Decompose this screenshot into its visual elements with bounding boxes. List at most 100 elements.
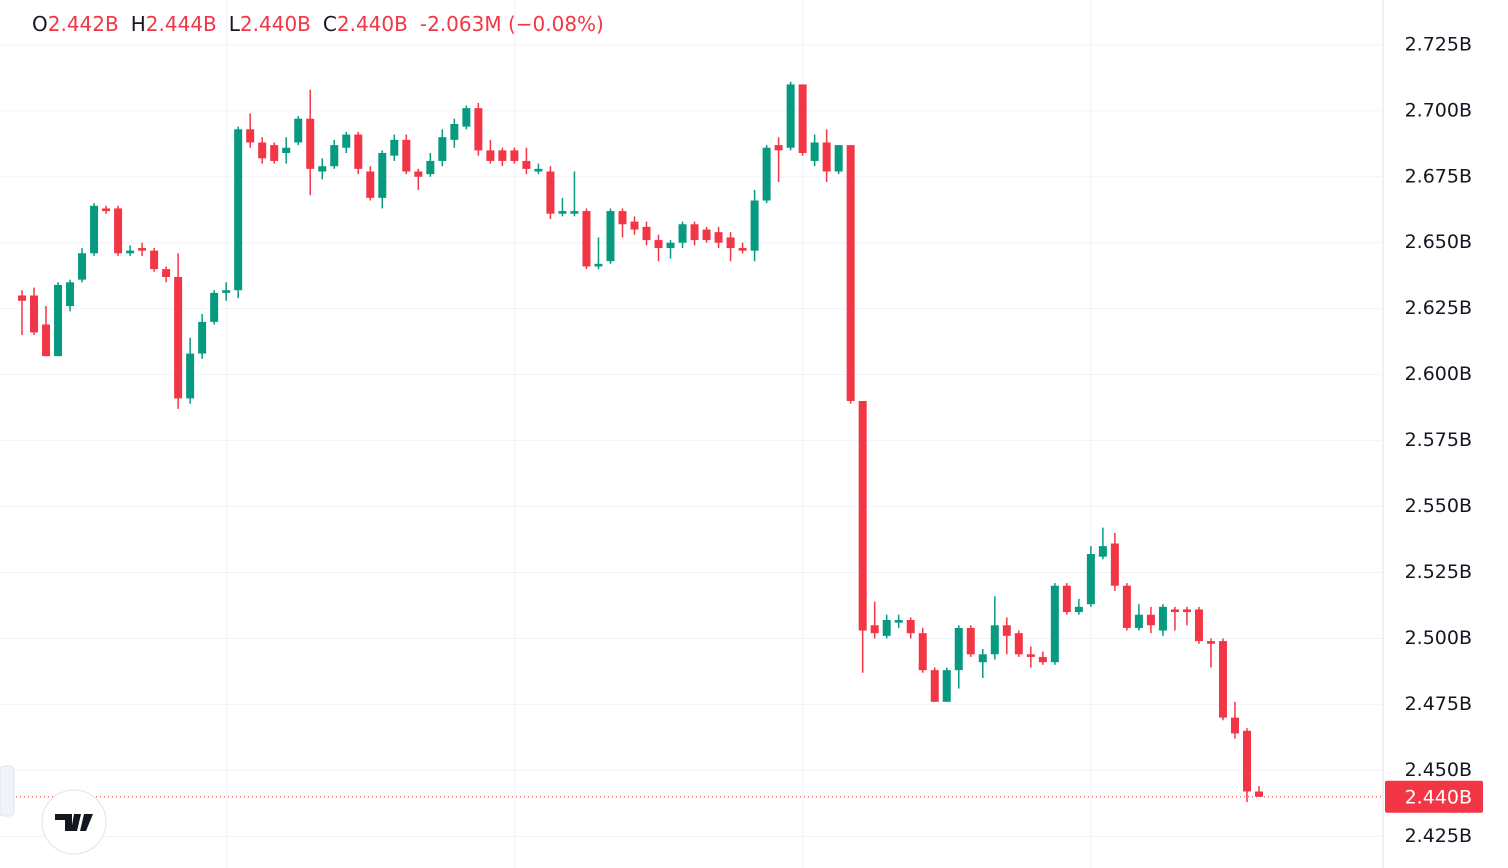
candle-body	[102, 208, 111, 212]
ohlc-legend: O2.442B H2.444B L2.440B C2.440B -2.063M (−0.…	[32, 12, 604, 36]
candle-body	[786, 84, 795, 148]
candle-body	[702, 229, 711, 241]
candle-body	[366, 171, 375, 198]
legend-value: 2.440B	[336, 12, 408, 36]
candle-body	[126, 250, 135, 254]
candle-body	[630, 221, 639, 230]
candle-body	[210, 292, 219, 322]
candle-body	[1158, 606, 1167, 631]
y-tick-label: 2.450B	[1405, 759, 1472, 781]
legend-key: C	[322, 12, 337, 36]
candle-body	[1098, 546, 1107, 557]
candle-body	[1002, 625, 1011, 636]
candle-body	[246, 129, 255, 143]
candle-body	[882, 620, 891, 636]
candle-body	[942, 670, 951, 702]
candle-body	[1242, 730, 1251, 792]
candle-body	[306, 118, 315, 169]
y-tick-label: 2.675B	[1405, 165, 1472, 187]
candle-body	[258, 142, 267, 159]
candle-body	[90, 205, 99, 254]
logo-mark	[55, 814, 93, 831]
candle-body	[30, 295, 39, 333]
y-tick-label: 2.550B	[1405, 495, 1472, 517]
candle-body	[378, 153, 387, 198]
candle-body	[582, 211, 591, 267]
candle-body	[750, 200, 759, 251]
layer: 2.425B 2.450B 2.475B 2.500B 2.525B 2.550B 2.57…	[0, 33, 1483, 847]
time-grid	[226, 0, 1092, 868]
candle-body	[678, 224, 687, 243]
candle-body	[726, 237, 735, 248]
collapse-handle[interactable]	[0, 765, 15, 817]
candle-body	[522, 160, 531, 169]
candle-body	[186, 353, 195, 399]
candle-body	[594, 263, 603, 267]
candle-body	[798, 84, 807, 154]
candle-body	[1146, 614, 1155, 626]
candle-body	[918, 633, 927, 671]
candle-body	[906, 620, 915, 634]
candle-body	[822, 142, 831, 172]
candle-body	[1206, 641, 1215, 644]
candle-body	[342, 134, 351, 148]
candle-body	[450, 124, 459, 140]
y-tick-label: 2.500B	[1405, 627, 1472, 649]
candle-body	[930, 670, 939, 702]
y-tick-label: 2.425B	[1405, 825, 1472, 847]
candle-body	[606, 211, 615, 262]
candle-body	[558, 211, 567, 214]
legend-key: H	[130, 12, 146, 36]
candle-body	[1026, 654, 1035, 657]
candle-body	[642, 226, 651, 241]
candle-body	[1062, 585, 1071, 613]
candle-body	[78, 253, 87, 280]
candle-body	[270, 145, 279, 161]
candle-body	[954, 627, 963, 671]
candle-body	[546, 171, 555, 214]
candle-body	[42, 324, 51, 357]
legend-value: 2.442B	[47, 12, 119, 36]
legend-value: 2.440B	[239, 12, 311, 36]
candle-body	[894, 620, 903, 623]
candle-body	[870, 625, 879, 634]
legend-value: 2.444B	[145, 12, 217, 36]
candle-body	[294, 118, 303, 143]
candle-body	[654, 240, 663, 248]
candle-body	[990, 625, 999, 655]
candle-body	[1194, 609, 1203, 642]
y-tick-label: 2.525B	[1405, 561, 1472, 583]
candle-body	[510, 150, 519, 161]
y-tick-label: 2.575B	[1405, 429, 1472, 451]
candle-body	[462, 108, 471, 127]
candle-body	[534, 168, 543, 172]
candle-body	[222, 290, 231, 293]
candle-body	[690, 224, 699, 241]
y-tick-label: 2.725B	[1405, 33, 1472, 55]
candle-body	[1122, 585, 1131, 628]
candle-body	[18, 295, 26, 301]
candle-body	[174, 277, 183, 399]
candle-body	[810, 142, 819, 161]
candle-body	[1182, 609, 1191, 613]
candle-body	[666, 242, 675, 248]
candle-body	[1134, 614, 1143, 628]
candle-body	[774, 145, 783, 151]
candle-body	[390, 139, 399, 156]
candle-body	[762, 147, 771, 201]
candle-body	[474, 108, 483, 151]
candle-body	[438, 137, 447, 161]
candle-body	[1014, 633, 1023, 655]
y-tick-label: 2.650B	[1405, 231, 1472, 253]
candle-body	[54, 284, 63, 357]
candle-body	[1255, 791, 1263, 797]
candle-body	[414, 171, 423, 177]
y-tick-label: 2.475B	[1405, 693, 1472, 715]
candle-body	[714, 232, 723, 243]
candle-body	[234, 129, 243, 291]
legend-change: -2.063M (−0.08%)	[419, 12, 604, 36]
candle-body	[1230, 717, 1239, 734]
candle-body	[282, 147, 291, 154]
